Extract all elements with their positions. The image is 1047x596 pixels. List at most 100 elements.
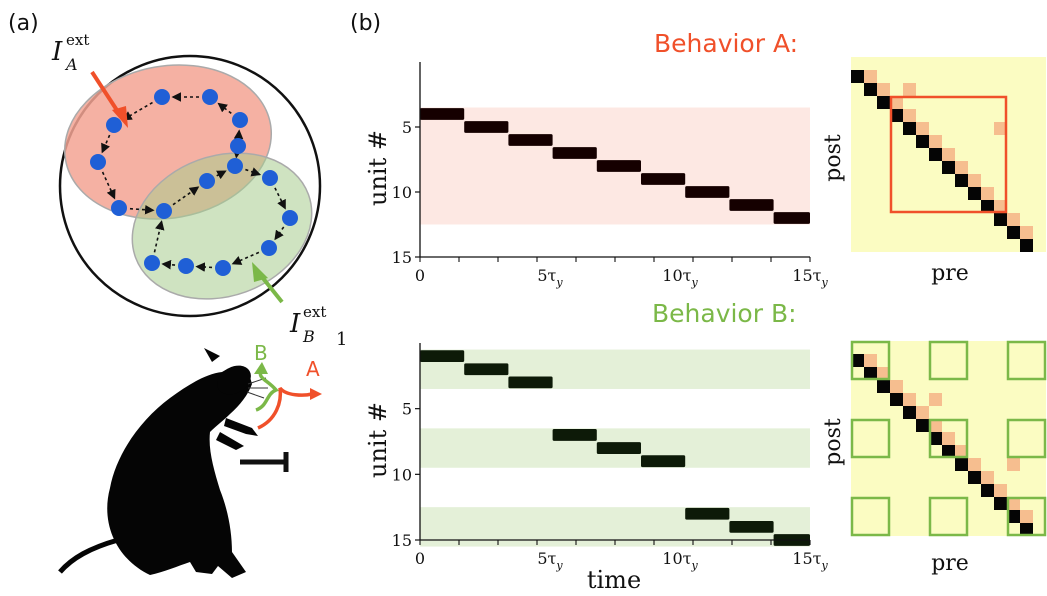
weak-weight-cell — [981, 471, 994, 484]
x-tick-label: 10τy — [662, 549, 698, 572]
neuron-unit — [144, 255, 160, 271]
strong-weight-cell — [864, 367, 877, 380]
weak-weight-cell — [942, 148, 955, 161]
synapse-arrow — [101, 171, 116, 200]
activity-bar — [729, 520, 774, 533]
weak-weight-cell — [916, 406, 929, 419]
x-tick-label: 0 — [415, 549, 425, 568]
network-diagram: I ext A I ext B 1 — [51, 31, 347, 350]
weak-weight-cell — [1007, 458, 1020, 471]
synapse-arrow — [231, 251, 260, 265]
weak-weight-cell — [929, 419, 942, 432]
x-tick-label: 15τy — [792, 266, 828, 289]
assembly-block-outline — [928, 418, 969, 459]
assembly-block-outline — [1006, 340, 1047, 381]
rat-ear — [204, 348, 220, 362]
synapse-arrow — [217, 102, 232, 114]
neuron-unit — [261, 240, 277, 256]
raster-behavior-a: 5 10 150 5τy 10τy 15τy — [392, 62, 829, 289]
svg-text:B: B — [302, 327, 315, 346]
weak-weight-cell — [890, 380, 903, 393]
x-tick-label: 0 — [415, 266, 425, 285]
strong-weight-cell — [955, 174, 968, 187]
y-tick-label: 5 — [402, 118, 412, 137]
y-tick-label: 10 — [392, 183, 412, 202]
weak-weight-cell — [864, 70, 877, 83]
assembly-block-outline — [850, 496, 891, 537]
weak-weight-cell — [968, 174, 981, 187]
raster-b-ylabel: unit # — [364, 402, 392, 478]
neuron-unit — [227, 158, 243, 174]
synapse-arrow — [195, 262, 213, 272]
y-tick-label: 15 — [392, 531, 412, 550]
strong-weight-cell — [942, 161, 955, 174]
strong-weight-cell — [851, 70, 864, 83]
assembly-block-outline — [850, 418, 891, 459]
activity-bar — [596, 442, 641, 454]
synaptic-connections — [101, 92, 286, 272]
strong-weight-cell — [994, 497, 1007, 510]
activity-bar — [596, 160, 641, 172]
assembly-block-outline — [928, 496, 969, 537]
svg-text:ext: ext — [66, 31, 89, 49]
activity-bar — [729, 199, 774, 211]
synapse-arrow — [172, 186, 200, 206]
weak-weight-cell — [942, 432, 955, 445]
strong-weight-cell — [1020, 239, 1033, 252]
synapse-arrow — [274, 187, 286, 210]
weak-weight-cell — [1020, 226, 1033, 239]
input-a-label: I ext A — [51, 31, 89, 74]
x-tick-label: 15τy — [792, 549, 828, 572]
x-tick-label: 5τy — [537, 549, 563, 572]
synapse-arrow — [245, 167, 262, 177]
weak-weight-cell — [1020, 510, 1033, 523]
weight-matrix-a — [851, 57, 1046, 252]
weak-weight-cell — [916, 122, 929, 135]
synapse-arrow — [161, 259, 176, 270]
y-tick-label: 10 — [392, 465, 412, 484]
strong-weight-cell — [1020, 523, 1033, 536]
input-a-arrowhead — [112, 106, 128, 128]
raster-a-ylabel: unit # — [364, 130, 392, 206]
assembly-block-outline — [889, 95, 1008, 214]
matrix-b-ylabel: post — [821, 418, 846, 466]
panel-b-label: (b) — [350, 11, 381, 36]
behavior-a-title: Behavior A: — [654, 29, 798, 58]
rat-body — [107, 366, 252, 578]
strong-weight-cell — [968, 187, 981, 200]
weak-weight-cell — [864, 354, 877, 367]
neuron-units — [90, 89, 298, 276]
activity-bar — [641, 173, 686, 185]
weak-weight-cell — [903, 109, 916, 122]
svg-text:A: A — [64, 55, 78, 74]
weak-weight-cell — [981, 187, 994, 200]
activity-bar — [508, 134, 553, 146]
synapse-arrow — [215, 170, 227, 180]
movement-b-arrowhead — [254, 362, 268, 374]
weight-matrix-b — [850, 340, 1047, 537]
weak-weight-cell — [968, 458, 981, 471]
weak-weight-cell — [1007, 213, 1020, 226]
strong-weight-cell — [942, 445, 955, 458]
rat-head — [217, 365, 251, 395]
rat-forelimb — [224, 418, 258, 436]
input-b-arrowhead — [252, 262, 268, 282]
svg-text:I: I — [51, 37, 63, 67]
movement-b-path — [255, 368, 279, 412]
footnote-mark: 1 — [336, 329, 347, 350]
network-boundary — [58, 54, 322, 318]
x-tick-label: 10τy — [662, 266, 698, 289]
neuron-unit — [215, 260, 231, 276]
y-tick-label: 5 — [402, 400, 412, 419]
weak-weight-cell — [1007, 497, 1020, 510]
assembly-block-outline — [1006, 418, 1047, 459]
panel-a-label: (a) — [8, 11, 39, 36]
strong-weight-cell — [877, 380, 890, 393]
weak-weight-cell — [994, 200, 1007, 213]
y-tick-label: 15 — [392, 248, 412, 267]
neuron-unit — [90, 154, 106, 170]
activity-bar — [464, 121, 509, 133]
weak-weight-cell — [890, 96, 903, 109]
behavior-b-title: Behavior B: — [652, 299, 797, 328]
